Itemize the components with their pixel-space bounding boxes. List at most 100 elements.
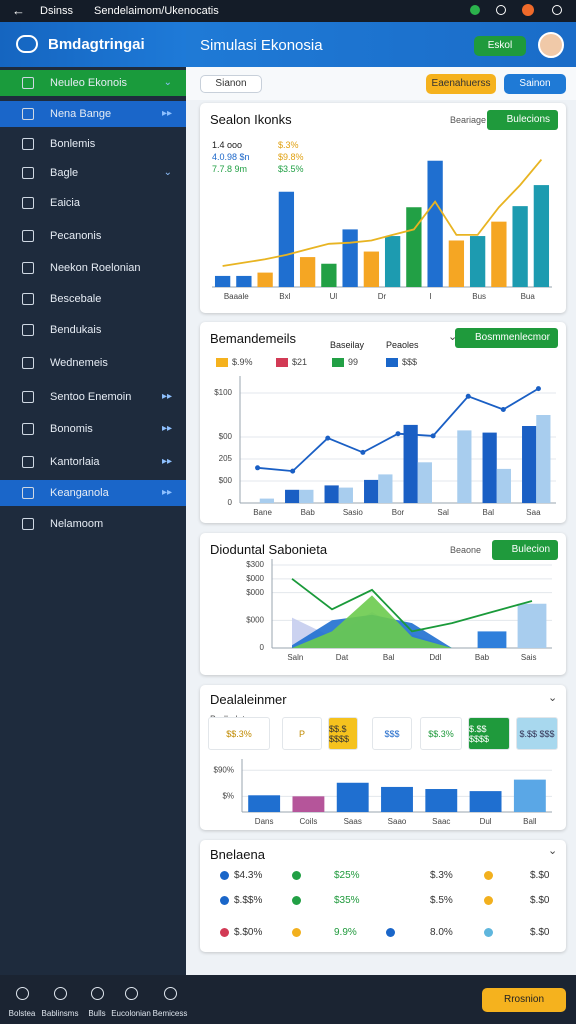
bar: [417, 462, 432, 503]
x-tick-label: Dul: [480, 817, 492, 826]
menu-icon: [22, 262, 34, 274]
cell: $.$0: [530, 927, 550, 938]
avatar[interactable]: [538, 32, 564, 58]
status-bar: ← Dsinss Sendelaimom/Ukenocatis: [0, 0, 576, 22]
menu-label: Bendukais: [50, 324, 102, 336]
chip[interactable]: $.$$ $$$: [516, 717, 558, 750]
chevron[interactable]: ▸▸: [161, 487, 172, 498]
cell: 9.9%: [334, 927, 357, 938]
chip[interactable]: P: [282, 717, 322, 750]
chip[interactable]: $$$: [372, 717, 412, 750]
toolbar-button[interactable]: Eaenahuerss: [426, 74, 496, 94]
bar: [469, 236, 486, 287]
chevron[interactable]: ⌄: [163, 77, 172, 88]
nav-label[interactable]: Eucolonian: [111, 1009, 151, 1018]
chip[interactable]: $$.3%: [420, 717, 462, 750]
card-title: Dioduntal Sabonieta: [210, 542, 328, 557]
card: Bnelaena ⌄ $4.3% $25% $.3% $.$0 $.$$% $35% $.5…: [200, 840, 566, 952]
bar: [427, 160, 443, 287]
y-tick-label: 0: [228, 498, 233, 507]
nav-label[interactable]: Bemicess: [152, 1009, 188, 1018]
bottom-button[interactable]: Rrosnion: [482, 988, 566, 1012]
dropdown[interactable]: ⌄: [548, 845, 558, 857]
nav-icon[interactable]: [125, 987, 138, 1000]
menu-item[interactable]: Bescebale: [0, 286, 186, 312]
menu-item[interactable]: Bendukais: [0, 317, 186, 343]
main-header: Simulasi Ekonosia Eskol: [186, 22, 576, 67]
bar: [214, 275, 231, 287]
status-icon: [470, 5, 480, 15]
search[interactable]: Sianon: [200, 75, 262, 93]
menu-item[interactable]: Wednemeis: [0, 350, 186, 376]
chip[interactable]: $.$$ $$$$: [468, 717, 510, 750]
y-tick-label: 0: [260, 643, 265, 652]
menu-item[interactable]: Nelamoom: [0, 511, 186, 537]
menu-label: Bagle: [50, 167, 79, 179]
marker: [255, 465, 261, 471]
chevron[interactable]: ▸▸: [161, 391, 172, 402]
y-tick-label: 205: [219, 454, 233, 463]
back-arrow[interactable]: ←: [12, 3, 25, 18]
marker: [500, 407, 506, 412]
menu-item[interactable]: Eaicia: [0, 190, 186, 216]
cell: $.$0: [530, 895, 550, 906]
dropdown[interactable]: ⌄: [448, 331, 458, 343]
nav-icon[interactable]: [16, 987, 29, 1000]
status-dot: [386, 928, 395, 937]
x-tick-label: Saao: [388, 817, 407, 826]
menu-item[interactable]: Pecanonis: [0, 223, 186, 249]
menu-item[interactable]: Bagle ⌄: [0, 160, 186, 186]
tab[interactable]: Baseilay: [330, 340, 365, 350]
status-icon: [552, 5, 562, 15]
x-tick-label: Bal: [483, 508, 495, 517]
nav-label[interactable]: Bulls: [88, 1009, 106, 1018]
x-tick-label: Ball: [523, 817, 537, 826]
bar: [533, 185, 550, 287]
x-tick-label: Bor: [392, 508, 405, 517]
marker: [360, 449, 366, 455]
nav-icon[interactable]: [91, 987, 104, 1000]
header-button[interactable]: Eskol: [474, 36, 526, 56]
menu-item[interactable]: Bonlemis: [0, 131, 186, 157]
menu-item[interactable]: Bonomis ▸▸: [0, 416, 186, 442]
nav-label[interactable]: Bablinsms: [41, 1009, 79, 1018]
chip[interactable]: $$.$ $$$$: [328, 717, 358, 750]
nav-icon[interactable]: [54, 987, 67, 1000]
y-tick-label: $%: [222, 791, 234, 800]
menu-item[interactable]: Keanganola ▸▸: [0, 480, 186, 506]
menu-item[interactable]: Nena Bange ▸▸: [0, 101, 186, 127]
cell: $.5%: [430, 895, 453, 906]
card-button[interactable]: Bulecion: [491, 540, 558, 560]
chevron[interactable]: ⌄: [163, 167, 172, 178]
bar: [381, 786, 413, 812]
cell: $.$$%: [234, 895, 263, 906]
menu-item[interactable]: Sentoo Enemoin ▸▸: [0, 384, 186, 410]
bar: [536, 415, 551, 503]
nav-label[interactable]: Bolstea: [8, 1009, 36, 1018]
chevron[interactable]: ▸▸: [161, 456, 172, 467]
chart: 0 $00 205 $00 $100 Bane Bab Sasio Bor Sal Bal Saa: [214, 376, 556, 517]
menu-item[interactable]: Neuleo Ekonois ⌄: [0, 70, 186, 96]
x-tick-label: Sasio: [343, 508, 364, 517]
legend-label: $.9%: [232, 357, 253, 367]
bar: [292, 796, 325, 812]
legend-value: $3.5%: [278, 164, 304, 174]
tab[interactable]: Peaoles: [386, 340, 419, 350]
card-button[interactable]: Bulecions: [486, 110, 558, 130]
card: 0 $00 205 $00 $100 Bane Bab Sasio Bor Sal Bal Saa B…: [200, 322, 566, 523]
bar: [482, 432, 497, 503]
cell: $4.3%: [234, 870, 263, 881]
chevron[interactable]: ▸▸: [161, 423, 172, 434]
bar: [403, 424, 418, 503]
y-tick-label: $000: [246, 615, 264, 624]
nav-icon[interactable]: [164, 987, 177, 1000]
menu-item[interactable]: Kantorlaia ▸▸: [0, 449, 186, 475]
card: 0 $000 $000 $000 $300 Saln Dat Bal Ddl Bab Sais Di…: [200, 533, 566, 675]
menu-icon: [22, 487, 34, 499]
dropdown[interactable]: ⌄: [548, 692, 558, 704]
chevron[interactable]: ▸▸: [161, 108, 172, 119]
menu-item[interactable]: Neekon Roelonian: [0, 255, 186, 281]
chip[interactable]: $$.3%: [208, 717, 270, 750]
card-button[interactable]: Bosmmenlecmor: [454, 328, 558, 348]
toolbar-button[interactable]: Sainon: [504, 74, 566, 94]
